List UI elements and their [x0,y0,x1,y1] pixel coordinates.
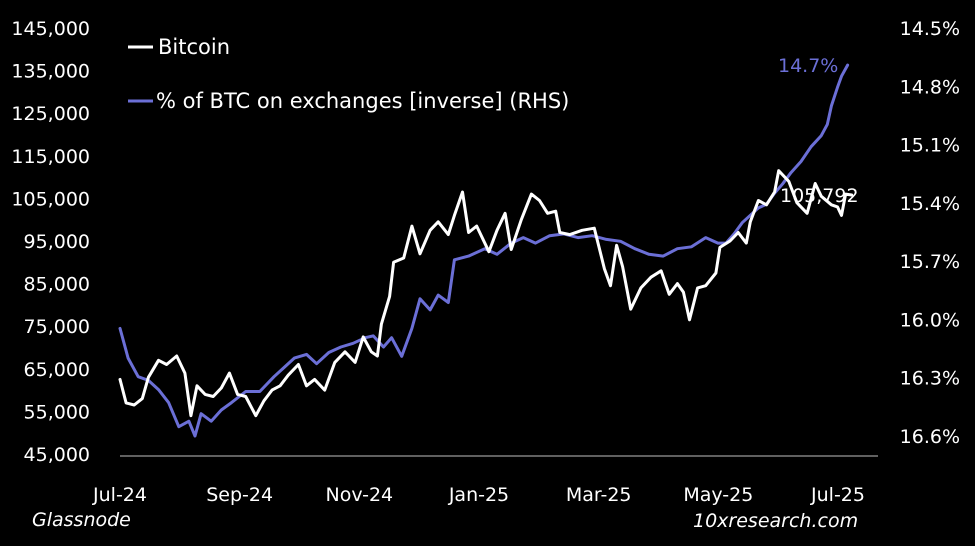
x-tick-label: Jul-25 [810,484,865,506]
left-tick-label: 105,000 [11,188,90,210]
right-tick-label: 14.5% [900,18,960,40]
right-tick-label: 14.8% [900,76,960,98]
x-axis-ticks: Jul-24 Sep-24 Nov-24 Jan-25 Mar-25 May-25 Jul-… [92,484,865,506]
right-tick-label: 16.3% [900,368,960,390]
legend: Bitcoin % of BTC on exchanges [inverse] … [128,35,569,113]
exchange-share-end-label: 14.7% [778,55,838,77]
source-glassnode: Glassnode [32,509,131,531]
left-tick-label: 135,000 [11,61,90,83]
x-tick-label: Jan-25 [448,484,509,506]
end-labels: 105,792 14.7% [778,55,859,207]
bitcoin-series-line [118,169,854,418]
left-tick-label: 115,000 [11,146,90,168]
left-axis-ticks: 45,000 55,000 65,000 75,000 85,000 95,000 105,… [11,18,90,466]
left-tick-label: 55,000 [24,401,90,423]
right-axis-ticks: 14.5% 14.8% 15.1% 15.4% 15.7% 16.0% 16.3% 16.6% [900,18,960,448]
left-tick-label: 45,000 [24,444,90,466]
left-tick-label: 75,000 [24,316,90,338]
series-layer [118,63,854,438]
left-tick-label: 65,000 [24,359,90,381]
left-tick-label: 125,000 [11,103,90,125]
right-tick-label: 16.6% [900,426,960,448]
left-tick-label: 95,000 [24,231,90,253]
right-tick-label: 15.1% [900,135,960,157]
x-tick-label: Jul-24 [92,484,147,506]
legend-label-bitcoin: Bitcoin [158,35,230,59]
x-tick-label: Mar-25 [566,484,632,506]
right-tick-label: 15.7% [900,251,960,273]
legend-label-exchanges: % of BTC on exchanges [inverse] (RHS) [156,89,569,113]
source-10xresearch: 10xresearch.com [693,510,859,532]
left-tick-label: 145,000 [11,18,90,40]
right-tick-label: 16.0% [900,309,960,331]
bitcoin-end-label: 105,792 [780,185,859,207]
x-tick-label: May-25 [683,484,753,506]
exchange-share-series-line [118,63,850,438]
left-tick-label: 85,000 [24,274,90,296]
x-tick-label: Sep-24 [206,484,273,506]
x-tick-label: Nov-24 [326,484,394,506]
right-tick-label: 15.4% [900,193,960,215]
